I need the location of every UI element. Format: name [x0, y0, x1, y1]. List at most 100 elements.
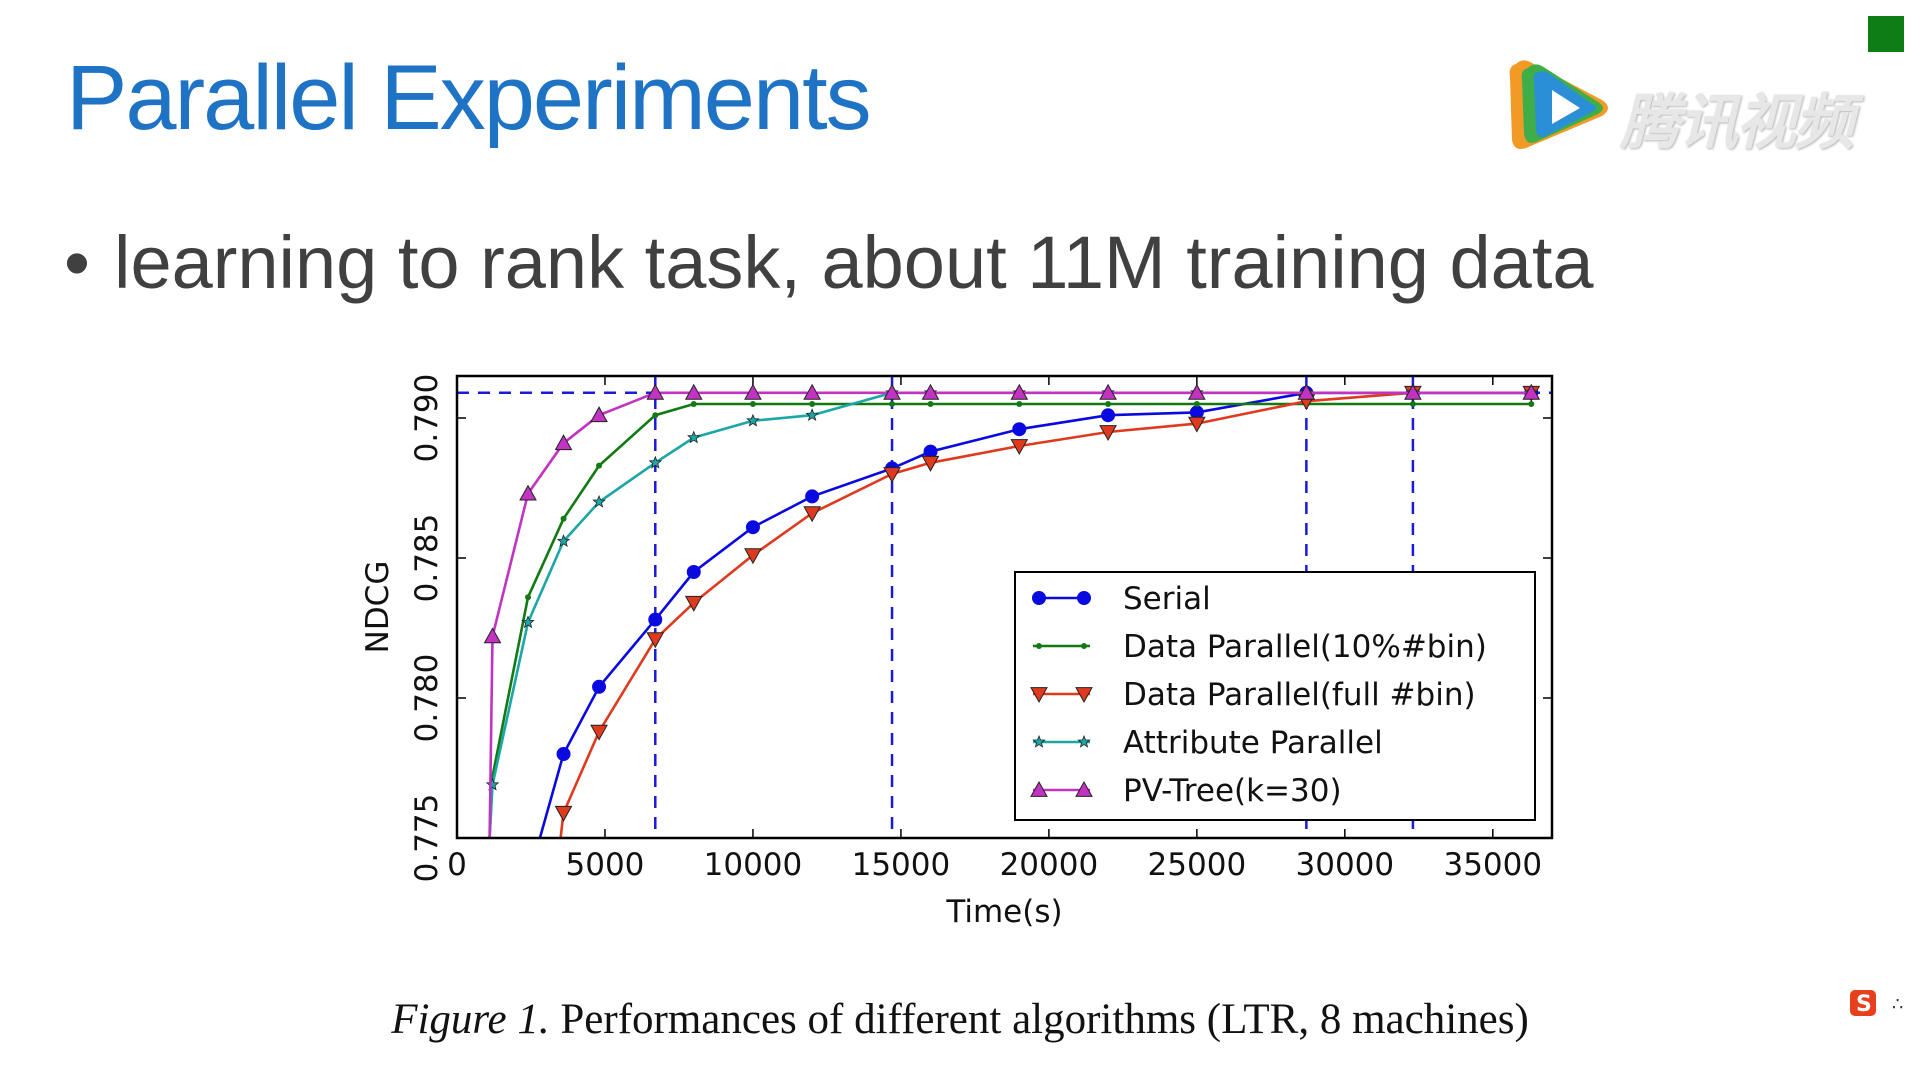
- legend-marker: [1077, 591, 1091, 605]
- data-point: [1188, 416, 1206, 433]
- data-point: [1522, 383, 1541, 400]
- y-tick-label: 0.790: [409, 374, 445, 463]
- data-point: [485, 777, 500, 791]
- data-point: [554, 805, 573, 822]
- data-point: [556, 747, 571, 761]
- bullet-text: learning to rank task, about 11M trainin…: [114, 221, 1594, 304]
- legend-marker: [1032, 591, 1046, 605]
- ime-indicator-icon[interactable]: S ∴: [1848, 988, 1920, 1018]
- data-point: [590, 724, 608, 741]
- legend-label: Attribute Parallel: [1123, 725, 1383, 761]
- data-point: [805, 408, 819, 422]
- bullet-item: • learning to rank task, about 11M traini…: [64, 226, 1594, 300]
- x-tick-label: 0: [447, 847, 467, 883]
- y-tick-label: 0.785: [409, 514, 445, 603]
- data-point: [519, 484, 537, 501]
- x-tick-label: 10000: [704, 847, 803, 883]
- data-point: [809, 401, 816, 407]
- x-tick-label: 20000: [1000, 847, 1099, 883]
- legend-marker: [1032, 734, 1046, 748]
- data-point: [883, 467, 901, 484]
- data-point: [745, 520, 760, 535]
- data-point: [803, 506, 821, 523]
- data-point: [927, 401, 934, 407]
- data-point: [483, 627, 502, 644]
- x-tick-label: 25000: [1148, 847, 1247, 883]
- figure-label: Figure 1.: [391, 996, 550, 1043]
- bullet-dot-icon: •: [64, 221, 90, 304]
- legend: Serial Data Parallel(10%#bin) Data Paralle…: [1014, 571, 1536, 821]
- legend-label: Data Parallel(full #bin): [1123, 677, 1476, 713]
- data-point: [556, 534, 571, 548]
- data-point: [1105, 401, 1112, 407]
- data-point: [1528, 401, 1535, 407]
- x-axis-label: Time(s): [945, 894, 1062, 930]
- legend-marker: [1075, 687, 1093, 704]
- svg-text:∴: ∴: [1892, 994, 1903, 1015]
- data-point: [646, 632, 665, 649]
- legend-label: PV-Tree(k=30): [1123, 773, 1342, 809]
- legend-marker: [1081, 643, 1087, 649]
- data-point: [805, 489, 820, 504]
- data-point: [592, 494, 606, 508]
- play-logo-icon: [1509, 60, 1608, 149]
- x-tick-label: 30000: [1296, 847, 1395, 883]
- data-point: [648, 455, 663, 469]
- data-point: [1193, 401, 1200, 407]
- legend-marker: [1036, 643, 1042, 649]
- data-point: [749, 401, 756, 407]
- data-point: [648, 612, 663, 627]
- data-point: [646, 383, 665, 400]
- data-point: [921, 383, 940, 400]
- legend-label: Data Parallel(10%#bin): [1123, 629, 1487, 665]
- data-point: [652, 412, 659, 419]
- slide-title: Parallel Experiments: [66, 47, 872, 149]
- status-square-icon: [1868, 16, 1904, 52]
- data-point: [1010, 383, 1029, 400]
- data-point: [1099, 383, 1117, 400]
- data-point: [690, 401, 697, 407]
- legend-marker: [1075, 780, 1093, 797]
- data-point: [921, 455, 940, 472]
- data-point: [803, 383, 821, 400]
- data-point: [686, 565, 701, 579]
- legend-label: Serial: [1123, 581, 1211, 617]
- data-point: [596, 462, 603, 469]
- data-point: [746, 413, 760, 427]
- x-tick-label: 15000: [852, 847, 951, 883]
- data-point: [1297, 383, 1316, 400]
- data-point: [684, 383, 703, 400]
- data-point: [521, 615, 535, 629]
- legend-marker: [1030, 687, 1048, 704]
- data-point: [590, 406, 608, 423]
- legend-marker: [1030, 780, 1048, 797]
- watermark-text: 腾讯视频: [1620, 88, 1854, 158]
- data-point: [560, 515, 567, 522]
- data-point: [554, 434, 573, 451]
- y-tick-label: 0.780: [409, 654, 445, 743]
- x-tick-label: 35000: [1443, 847, 1542, 883]
- data-point: [1188, 383, 1206, 400]
- y-axis-label: NDCG: [360, 561, 396, 654]
- figure-caption: Figure 1. Performances of different algo…: [0, 995, 1920, 1044]
- data-point: [687, 430, 701, 444]
- data-point: [1016, 401, 1023, 407]
- plot-group: [457, 376, 1552, 838]
- data-point: [525, 594, 532, 601]
- tencent-video-watermark: 腾讯视频: [1502, 52, 1872, 162]
- data-point: [1012, 422, 1027, 437]
- series-2: [554, 385, 1541, 838]
- legend-marker: [1077, 734, 1091, 748]
- data-point: [744, 548, 762, 565]
- y-tick-label: 0.775: [409, 794, 445, 883]
- data-point: [592, 679, 607, 694]
- caption-text: Performances of different algorithms (LT…: [549, 996, 1529, 1043]
- data-point: [1101, 408, 1116, 423]
- x-tick-label: 5000: [566, 847, 645, 883]
- data-point: [1409, 401, 1416, 407]
- data-point: [889, 401, 896, 407]
- data-point: [1099, 425, 1117, 442]
- data-point: [883, 383, 901, 400]
- data-point: [1404, 383, 1422, 400]
